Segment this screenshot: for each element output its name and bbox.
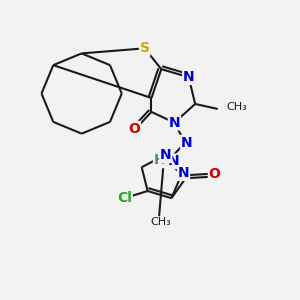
Text: CH₃: CH₃ xyxy=(226,103,247,112)
Text: N: N xyxy=(183,70,194,84)
Text: Cl: Cl xyxy=(117,191,132,206)
Text: CH₃: CH₃ xyxy=(150,217,171,227)
Text: N: N xyxy=(181,136,192,150)
Text: N: N xyxy=(178,166,189,180)
Text: O: O xyxy=(128,122,140,136)
Text: N: N xyxy=(169,116,180,130)
Text: N: N xyxy=(160,148,172,162)
Text: N: N xyxy=(167,154,179,168)
Text: O: O xyxy=(208,167,220,182)
Text: H: H xyxy=(154,153,165,167)
Text: S: S xyxy=(140,41,150,56)
